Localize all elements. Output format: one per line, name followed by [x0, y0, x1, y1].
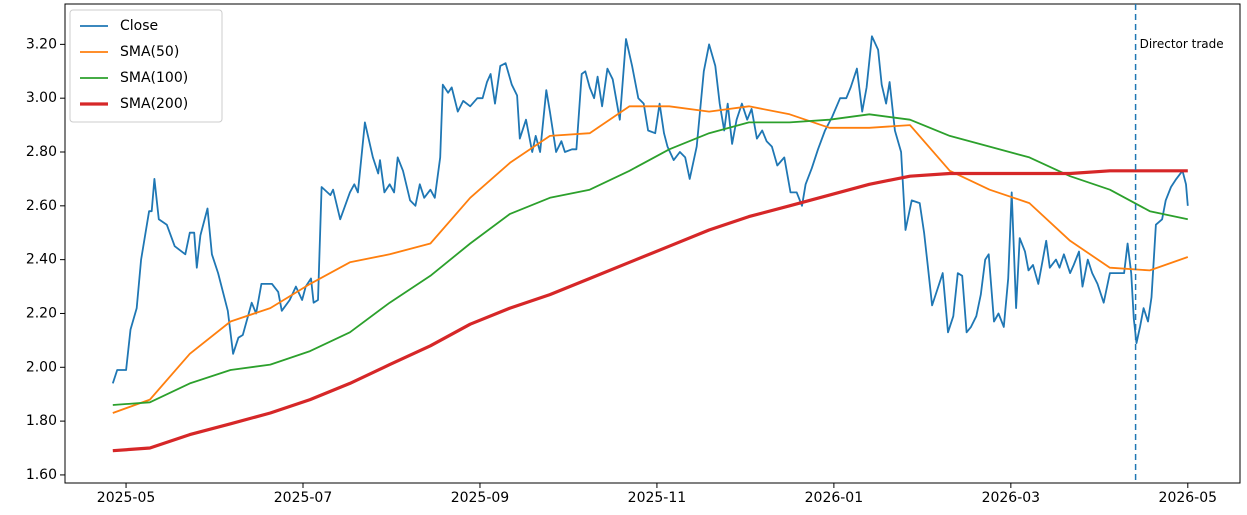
- series-line: [112, 113, 1188, 406]
- x-tick-label: 2026-01: [805, 490, 864, 506]
- x-tick-label: 2025-09: [451, 490, 510, 506]
- x-tick-label: 2025-05: [97, 490, 156, 506]
- y-tick-label: 1.80: [26, 413, 57, 429]
- legend-label: SMA(100): [120, 70, 188, 86]
- legend-label: SMA(200): [120, 96, 188, 112]
- x-tick-label: 2025-11: [628, 490, 687, 506]
- legend-label: SMA(50): [120, 44, 179, 60]
- legend-label: Close: [120, 18, 158, 34]
- y-tick-label: 1.60: [26, 467, 57, 483]
- x-tick-label: 2025-07: [274, 490, 333, 506]
- event-label: Director trade: [1140, 37, 1224, 51]
- series-line: [112, 169, 1188, 453]
- series-line: [111, 35, 1189, 384]
- legend-box: [69, 9, 223, 123]
- y-tick-label: 2.60: [26, 198, 57, 214]
- x-tick-label: 2026-05: [1159, 490, 1218, 506]
- x-tick-label: 2026-03: [982, 490, 1041, 506]
- y-tick-label: 2.80: [26, 144, 57, 160]
- y-tick-label: 3.20: [26, 36, 57, 52]
- y-tick-label: 2.40: [26, 252, 57, 268]
- series-line: [112, 105, 1189, 414]
- y-tick-label: 2.20: [26, 305, 57, 321]
- plot-frame: [64, 3, 1241, 484]
- y-tick-label: 3.00: [26, 90, 57, 106]
- y-tick-label: 2.00: [26, 359, 57, 375]
